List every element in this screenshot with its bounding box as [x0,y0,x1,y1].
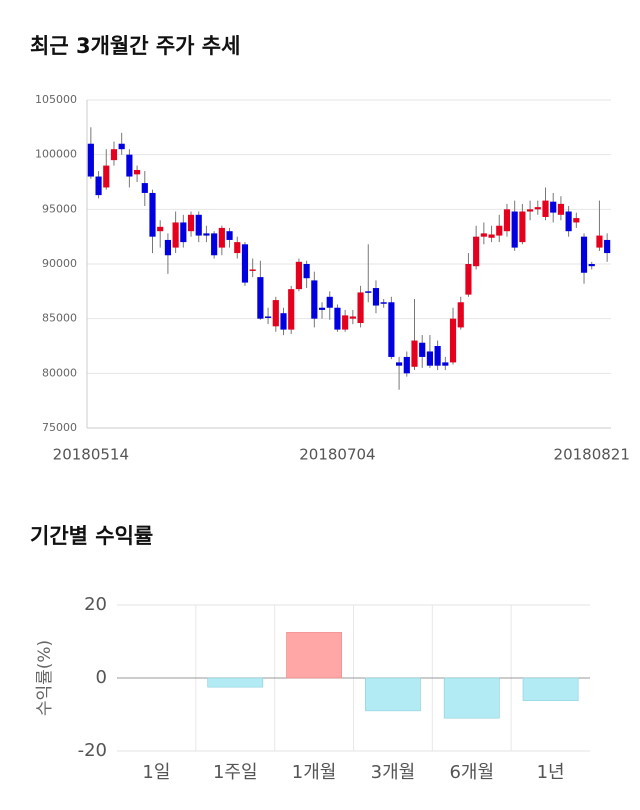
bar [286,632,342,679]
candle-body [118,143,125,150]
candle-body [234,242,241,254]
candle-body [187,214,195,232]
candle-body [503,209,511,232]
candle-body [326,296,333,308]
candle-body [318,307,326,310]
candle-body [473,236,480,267]
candle-body [403,356,410,374]
candle-body [596,235,603,248]
candle-body [87,143,94,177]
y-tick-label: 20 [84,594,107,615]
y-tick-label: 80000 [42,366,77,379]
y-tick-label: 100000 [35,148,77,161]
y-tick-label: 75000 [42,421,77,434]
y-tick-label: 85000 [42,312,77,325]
candle-body [449,318,457,363]
candle-body [226,231,233,240]
chart-title: 최근 3개월간 주가 추세 [30,34,240,58]
candle-body [434,346,441,366]
x-tick-label: 6개월 [449,762,494,783]
x-tick-label: 1개월 [292,762,337,783]
candle-body [419,342,426,357]
candle-body [311,280,318,319]
candle-body [557,203,564,215]
candle-body [480,233,487,237]
candle-body [172,222,179,248]
candle-body [465,264,472,295]
y-tick-label: 105000 [35,93,77,106]
candle-body [357,292,364,324]
candle-body [588,264,595,267]
candle-body [550,201,557,213]
y-axis-label: 수익률(%) [35,640,55,716]
candle-body [604,239,611,254]
candle-body [141,183,148,193]
x-tick-label: 20180821 [554,446,630,464]
candle-body [110,149,118,161]
candle-body [573,218,580,223]
candle-body [334,307,341,330]
x-tick-label: 1주일 [213,762,258,783]
candle-body [372,288,380,306]
bar [365,677,421,712]
candle-body [241,244,249,283]
candle-body [280,313,287,330]
candle-body [303,264,310,279]
candle-body [396,362,403,366]
candle-body [103,165,110,188]
candle-body [542,200,549,217]
candle-body [203,233,210,236]
candle-body [218,227,225,248]
candle-body [380,302,387,304]
candle-body [265,316,272,318]
candle-body [365,291,372,293]
candle-body [295,261,302,290]
y-tick-label: 95000 [42,202,77,215]
candle-body [411,340,418,367]
candle-body [580,236,588,273]
x-tick-label: 20180704 [299,446,375,464]
bar [522,677,579,701]
candle-body [534,207,541,210]
x-tick-label: 20180514 [53,446,129,464]
candle-body [457,302,464,328]
candle-body [134,169,141,175]
bar [443,677,500,719]
x-tick-label: 3개월 [371,762,416,783]
candle-body [149,192,156,237]
candle-body [126,154,133,177]
x-tick-label: 1년 [537,762,565,783]
candle-body [257,277,264,319]
candle-body [195,214,202,236]
candle-body [565,211,572,232]
y-tick-label: -20 [78,740,107,761]
bar [207,677,264,688]
candle-body [180,222,187,243]
x-tick-label: 1일 [142,762,170,783]
candle-body [95,176,102,196]
candle-body [349,316,356,319]
candle-body [272,300,279,327]
candle-body [527,209,534,212]
candle-body [342,315,349,330]
candle-body [488,234,495,238]
candle-body [211,233,218,256]
candle-body [288,289,295,330]
candle-body [249,269,256,271]
candle-body [519,211,526,243]
candle-body [388,302,395,357]
y-tick-label: 0 [96,667,107,688]
candle-body [164,239,171,256]
candle-body [442,362,449,366]
candle-body [426,351,433,366]
y-tick-label: 90000 [42,257,77,270]
candle-body [157,226,164,232]
candle-body [496,225,503,236]
chart-title: 기간별 수익률 [30,524,153,548]
candle-body [511,211,518,248]
